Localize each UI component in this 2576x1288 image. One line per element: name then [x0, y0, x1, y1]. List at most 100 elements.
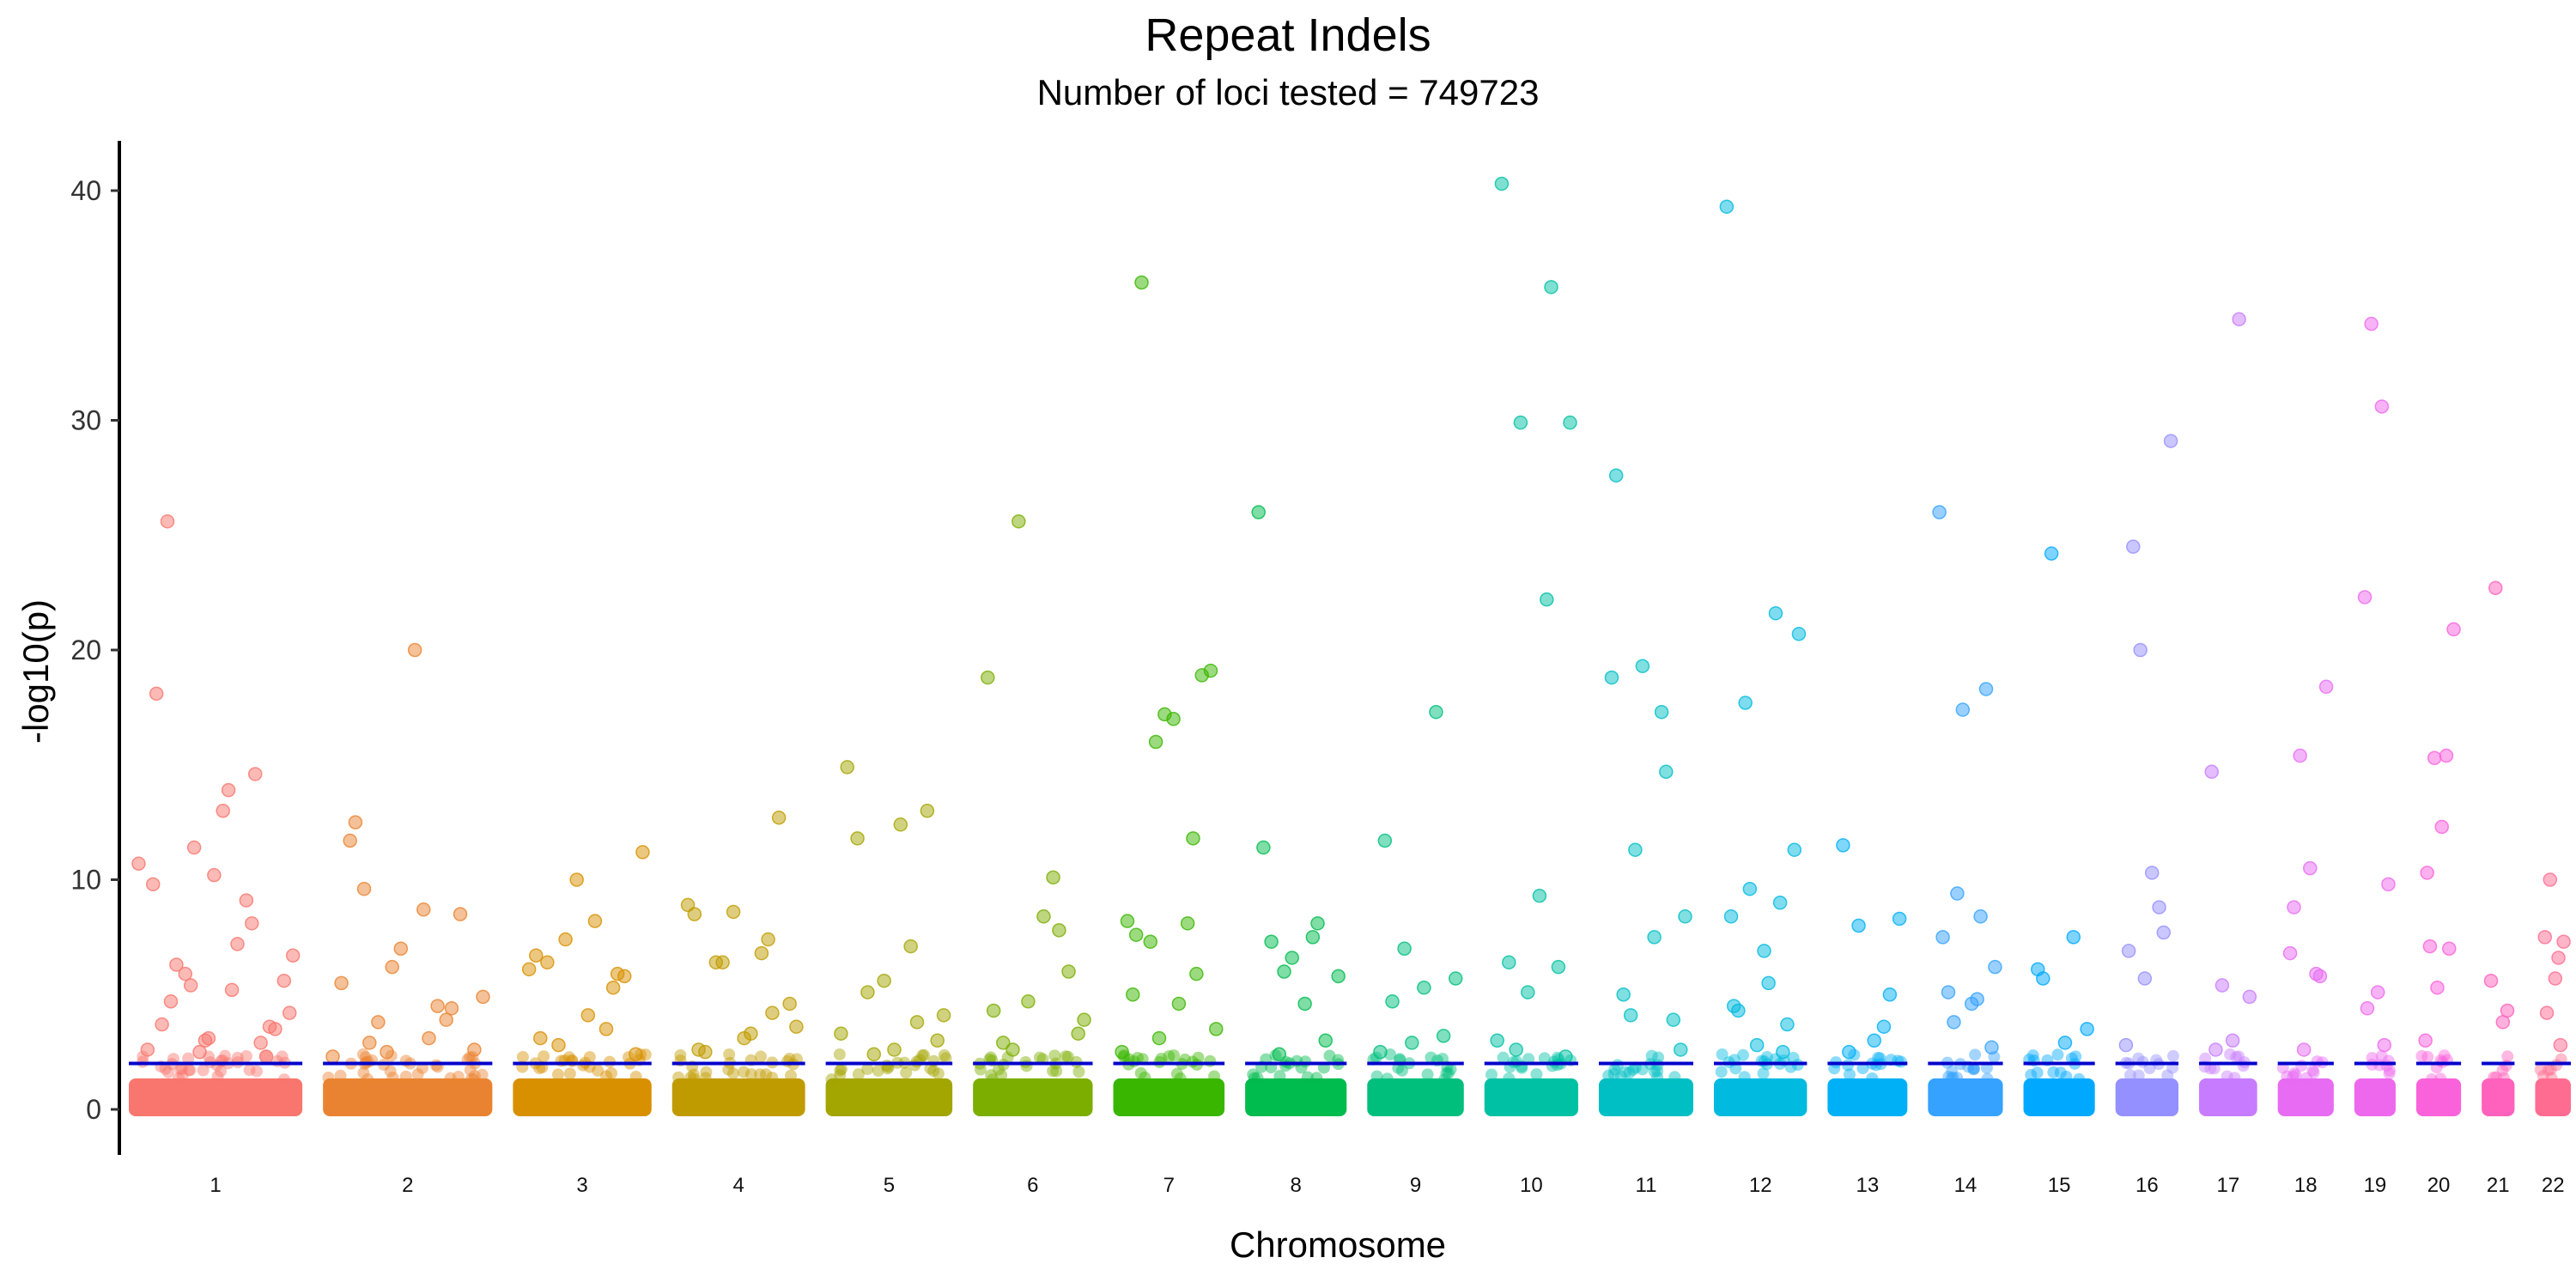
significant-point: [909, 1015, 925, 1030]
significant-point: [981, 670, 995, 685]
locus-point: [357, 1066, 370, 1079]
significant-point: [2446, 622, 2461, 637]
significant-point: [893, 817, 908, 832]
chart-title: Repeat Indels: [1145, 9, 1431, 61]
x-tick-label: 7: [1163, 1174, 1175, 1197]
locus-point: [927, 1065, 940, 1078]
locus-point: [516, 1050, 529, 1063]
locus-point: [687, 1068, 700, 1081]
locus-point: [629, 1070, 642, 1083]
significant-point: [1623, 1008, 1638, 1023]
significant-point: [2483, 973, 2499, 988]
locus-point: [2224, 1048, 2237, 1060]
locus-point: [1174, 1072, 1187, 1084]
chromosome-band-8: [1245, 1078, 1347, 1116]
significant-point: [2357, 590, 2372, 605]
locus-point: [2123, 1069, 2136, 1082]
significant-point: [1978, 682, 1994, 696]
significant-point: [1297, 996, 1312, 1012]
significant-point: [356, 881, 372, 896]
significant-point: [1272, 1047, 1287, 1062]
locus-point: [562, 1051, 575, 1064]
significant-point: [996, 1036, 1011, 1050]
locus-point: [1651, 1071, 1664, 1084]
locus-point: [1968, 1062, 1981, 1075]
locus-point: [784, 1069, 797, 1082]
locus-point: [700, 1066, 713, 1078]
significant-point: [726, 904, 741, 920]
significant-point: [2422, 939, 2438, 954]
significant-point: [1647, 930, 1662, 945]
y-tick-label: 10: [70, 865, 101, 896]
locus-point: [1843, 1068, 1856, 1081]
locus-point: [605, 1066, 618, 1079]
locus-point: [1967, 1062, 1980, 1075]
locus-point: [1636, 1063, 1649, 1076]
significant-point: [1448, 971, 1463, 986]
y-tick-label: 20: [70, 635, 101, 665]
locus-point: [563, 1067, 576, 1080]
x-tick-label: 14: [1954, 1174, 1978, 1197]
significant-point: [1209, 1022, 1224, 1036]
locus-point: [2073, 1072, 2086, 1085]
significant-point: [1021, 994, 1036, 1009]
locus-point: [182, 1052, 195, 1065]
significant-point: [2066, 930, 2081, 945]
significant-point: [186, 840, 202, 855]
locus-point: [218, 1049, 231, 1062]
locus-point: [538, 1050, 550, 1063]
locus-point: [1627, 1063, 1640, 1076]
chromosome-band-7: [1113, 1078, 1225, 1116]
significant-point: [1373, 1044, 1388, 1060]
significant-point: [1171, 996, 1187, 1012]
significant-point: [2156, 925, 2171, 940]
significant-point: [887, 1042, 902, 1057]
significant-point: [737, 1030, 751, 1046]
significant-point: [385, 959, 399, 975]
locus-point: [1134, 1066, 1147, 1079]
locus-point: [334, 1069, 347, 1082]
locus-point: [1440, 1066, 1453, 1079]
locus-point: [182, 1064, 195, 1077]
locus-point: [1760, 1051, 1773, 1064]
significant-point: [2553, 1037, 2568, 1053]
x-tick-label: 1: [210, 1174, 221, 1197]
locus-point: [1279, 1060, 1292, 1072]
significant-point: [282, 1005, 297, 1020]
significant-point: [1061, 964, 1076, 979]
significant-point: [2381, 877, 2396, 892]
locus-point: [684, 1071, 697, 1084]
significant-point: [1012, 513, 1026, 529]
x-tick-label: 19: [2364, 1174, 2387, 1197]
locus-point: [1163, 1050, 1176, 1063]
x-tick-label: 17: [2216, 1174, 2239, 1197]
significant-point: [1563, 415, 1577, 430]
locus-point: [881, 1062, 894, 1075]
chromosome-band-18: [2277, 1078, 2334, 1116]
significant-point: [2500, 1003, 2515, 1018]
significant-point: [569, 872, 584, 887]
significant-point: [1005, 1042, 1020, 1057]
significant-point: [230, 937, 245, 951]
significant-point: [2537, 930, 2553, 945]
significant-point: [1742, 881, 1758, 896]
locus-point: [744, 1068, 757, 1081]
locus-point: [639, 1048, 652, 1061]
locus-point: [1370, 1070, 1383, 1083]
locus-point: [176, 1069, 189, 1082]
locus-point: [755, 1050, 768, 1063]
significant-point: [245, 916, 259, 931]
significant-point: [1654, 704, 1669, 720]
significant-point: [155, 1017, 169, 1032]
chromosome-band-1: [129, 1078, 303, 1116]
significant-point: [1970, 992, 1984, 1006]
locus-point: [2281, 1070, 2293, 1083]
significant-point: [1264, 934, 1279, 949]
locus-point: [384, 1065, 397, 1078]
chromosome-band-9: [1367, 1078, 1464, 1116]
locus-point: [2054, 1066, 2067, 1079]
x-tick-label: 16: [2136, 1174, 2159, 1197]
significant-point: [253, 1036, 268, 1050]
locus-point: [2434, 1072, 2447, 1085]
significant-point: [2551, 951, 2566, 965]
